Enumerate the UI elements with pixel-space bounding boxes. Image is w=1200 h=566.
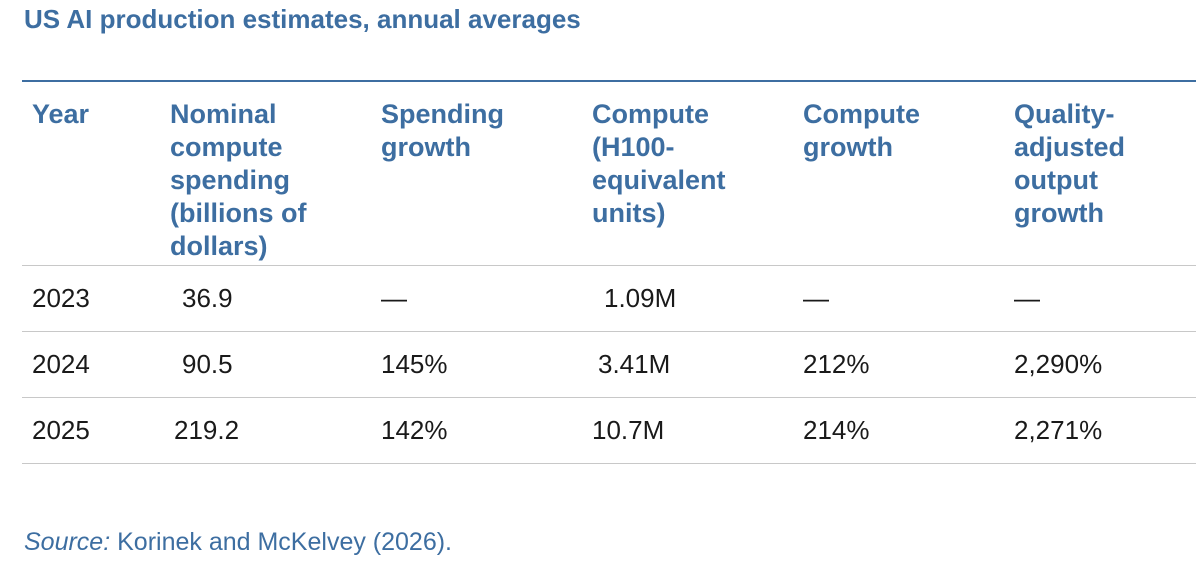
table-title: US AI production estimates, annual avera… (24, 4, 581, 34)
cell-compute: 10.7M (582, 397, 793, 464)
cell-spending-growth: 142% (371, 397, 582, 464)
header-line: Nominal (170, 99, 277, 129)
cell-quality-growth: 2,290% (1004, 331, 1196, 398)
cell-quality-growth: — (1004, 265, 1196, 332)
header-quality-adjusted-growth: Quality- adjusted output growth (1004, 82, 1196, 266)
cell-nominal-spending: 219.2 (160, 397, 371, 464)
header-compute: Compute (H100- equivalent units) (582, 82, 793, 266)
header-year: Year (22, 82, 160, 266)
header-nominal-spending: Nominal compute spending (billions of do… (160, 82, 371, 266)
cell-compute-growth: 214% (793, 397, 1004, 464)
header-line: growth (1014, 198, 1104, 228)
header-compute-growth: Compute growth (793, 82, 1004, 266)
cell-compute-growth: 212% (793, 331, 1004, 398)
table-row: 2024 90.5 145% 3.41M 212% 2,290% (22, 331, 1196, 398)
header-line: Spending (381, 99, 504, 129)
header-line: Year (32, 99, 90, 129)
header-line: Compute (592, 99, 709, 129)
cell-nominal-spending: 36.9 (160, 265, 371, 332)
cell-year: 2025 (22, 397, 160, 464)
header-line: growth (803, 132, 893, 162)
header-line: (H100- (592, 132, 675, 162)
production-table: Year Nominal compute spending (billions … (22, 82, 1196, 464)
header-spending-growth: Spending growth (371, 82, 582, 266)
header-row: Year Nominal compute spending (billions … (22, 82, 1196, 266)
header-line: equivalent (592, 165, 726, 195)
table-row: 2023 36.9 — 1.09M — — (22, 265, 1196, 332)
source-note: Source: Korinek and McKelvey (2026). (24, 528, 452, 557)
cell-year: 2023 (22, 265, 160, 332)
header-line: growth (381, 132, 471, 162)
cell-compute: 1.09M (582, 265, 793, 332)
source-label: Source: (24, 528, 111, 556)
top-rule (22, 80, 1196, 82)
header-line: dollars) (170, 231, 268, 261)
table-row: 2025 219.2 142% 10.7M 214% 2,271% (22, 397, 1196, 464)
cell-nominal-spending: 90.5 (160, 331, 371, 398)
header-line: spending (170, 165, 290, 195)
header-line: Compute (803, 99, 920, 129)
header-line: output (1014, 165, 1098, 195)
cell-spending-growth: 145% (371, 331, 582, 398)
cell-quality-growth: 2,271% (1004, 397, 1196, 464)
header-line: compute (170, 132, 283, 162)
header-line: units) (592, 198, 666, 228)
header-line: (billions of (170, 198, 307, 228)
source-text: Korinek and McKelvey (2026). (110, 528, 453, 556)
header-line: Quality- (1014, 99, 1115, 129)
cell-compute: 3.41M (582, 331, 793, 398)
cell-compute-growth: — (793, 265, 1004, 332)
cell-year: 2024 (22, 331, 160, 398)
cell-spending-growth: — (371, 265, 582, 332)
header-line: adjusted (1014, 132, 1126, 162)
